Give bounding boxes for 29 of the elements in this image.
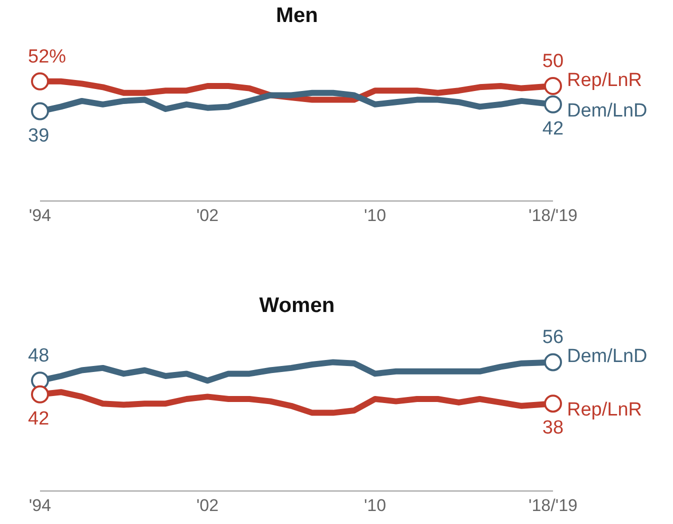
x-tick-label: '18/'19 <box>528 206 578 225</box>
chart-title: Men <box>276 4 318 27</box>
x-tick-label: '10 <box>364 206 386 225</box>
data-label: 39 <box>28 125 50 146</box>
data-label: 50 <box>542 51 564 72</box>
data-label: 56 <box>542 327 564 348</box>
data-label: 52% <box>28 46 66 68</box>
point <box>31 385 49 404</box>
series-label: Dem/LnD <box>567 100 648 122</box>
data-label: 48 <box>28 346 50 367</box>
point <box>544 394 562 413</box>
point <box>544 95 562 114</box>
chart-title: Women <box>259 294 335 317</box>
data-label: 42 <box>28 408 50 430</box>
x-tick-label: '02 <box>196 206 219 225</box>
data-label: 38 <box>542 418 564 439</box>
data-label: 42 <box>542 118 564 140</box>
point <box>544 77 562 95</box>
x-tick-label: '94 <box>28 496 52 515</box>
point <box>31 72 49 90</box>
point <box>31 102 49 120</box>
x-tick-label: '02 <box>196 496 219 515</box>
series-label: Rep/LnR <box>567 70 642 91</box>
x-tick-label: '18/'19 <box>528 496 578 515</box>
series-label: Rep/LnR <box>567 400 642 421</box>
series-label: Dem/LnD <box>567 346 648 368</box>
x-tick-label: '94 <box>28 206 52 225</box>
x-tick-label: '10 <box>364 496 386 515</box>
point <box>544 353 562 372</box>
